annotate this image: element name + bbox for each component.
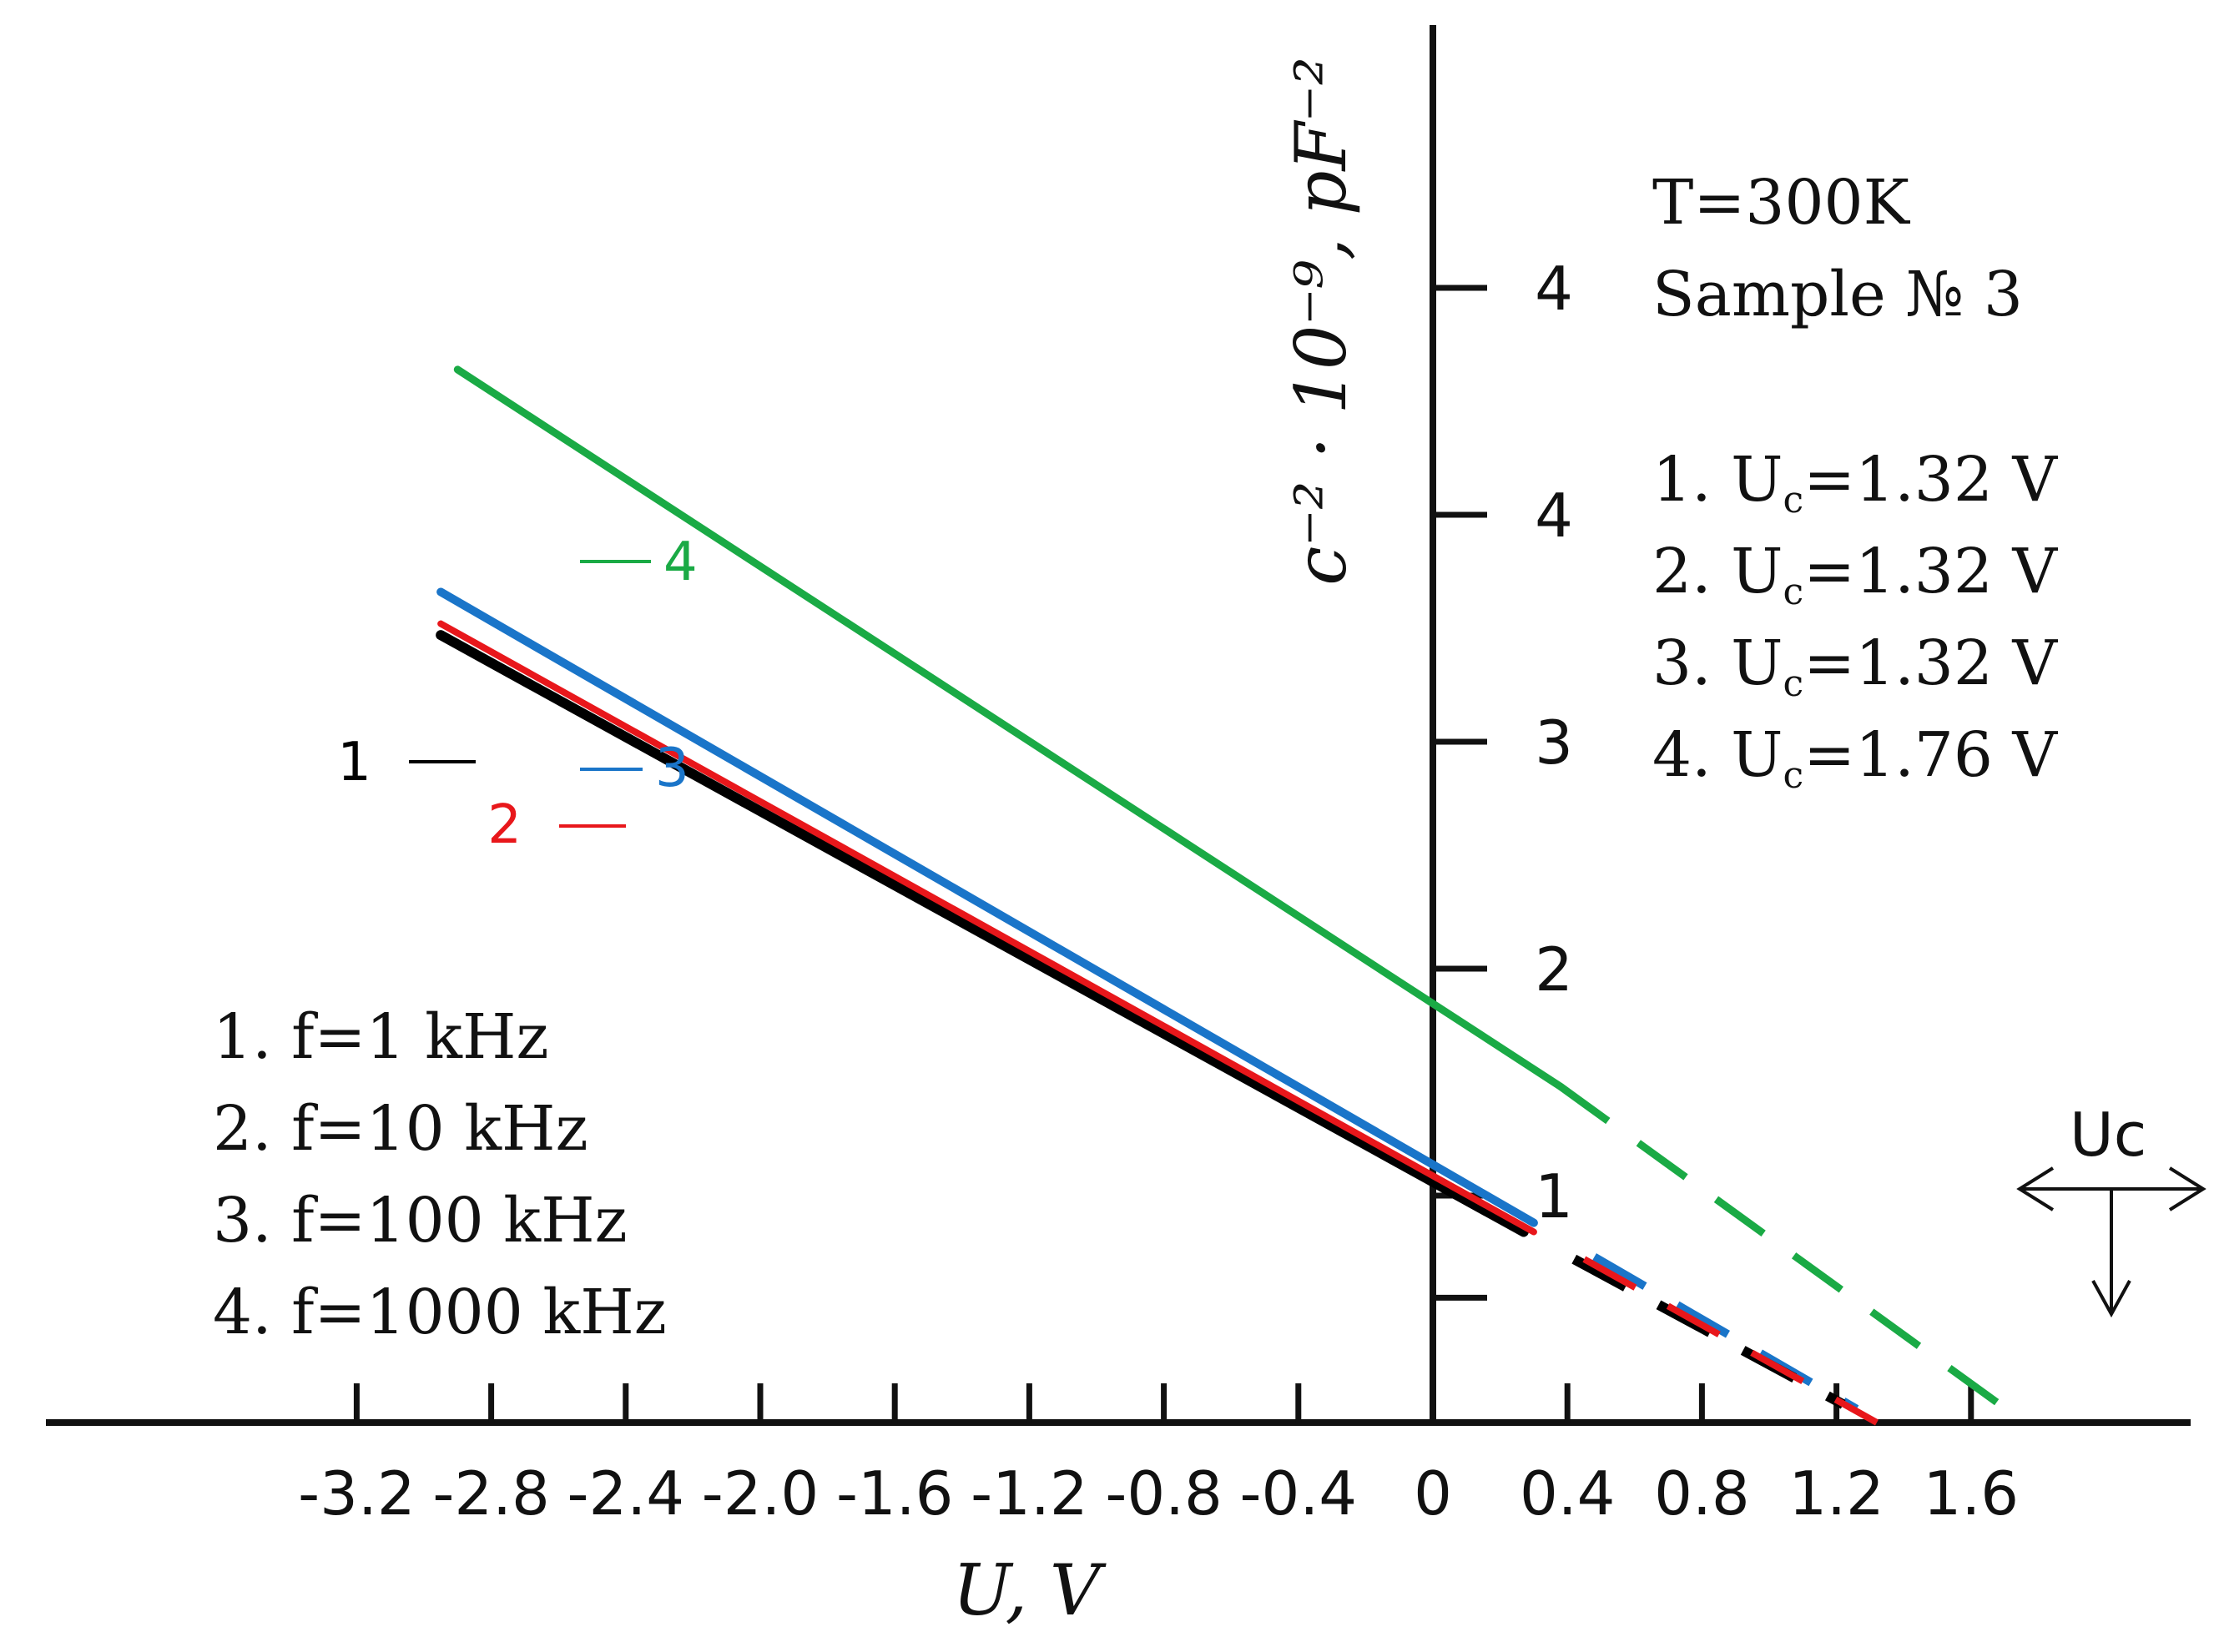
uc-left-arrowhead-icon — [2016, 1166, 2055, 1211]
series-1-line — [436, 630, 1529, 1237]
x-tick-label: 0.4 — [1520, 1458, 1616, 1529]
x-tick-label: 0 — [1414, 1458, 1452, 1529]
uc-line-3: 3. Uc=1.32 V — [1652, 627, 2058, 705]
temperature-note: T=300K — [1652, 167, 1911, 239]
y-axis-title: c⁻² · 10⁻⁹, pF⁻² — [1280, 57, 1362, 586]
x-axis-title: U, V — [952, 1549, 1106, 1631]
uc-line-2: 2. Uc=1.32 V — [1652, 536, 2058, 613]
x-tick-label: -2.8 — [432, 1458, 549, 1529]
uc-right-arrowhead-icon — [2168, 1166, 2206, 1211]
freq-line-3: 3. f=100 kHz — [213, 1185, 628, 1257]
sample-note: Sample № 3 — [1652, 259, 2023, 330]
series-4-line — [453, 365, 1565, 1090]
x-tick-label: 1.2 — [1788, 1458, 1884, 1529]
y-tick-label: 2 — [1535, 934, 1573, 1005]
series-3-line — [436, 587, 1538, 1227]
uc-legend: 1. Uc=1.32 V 2. Uc=1.32 V 3. Uc=1.32 V 4… — [1652, 444, 2058, 797]
x-tick-label: -3.2 — [298, 1458, 415, 1529]
uc-line-4: 4. Uc=1.76 V — [1652, 719, 2058, 797]
curve-1-label: 1 — [337, 732, 371, 793]
uc-marker: Uc — [2016, 1100, 2206, 1318]
uc-marker-label: Uc — [2070, 1100, 2146, 1170]
x-tick-label: -1.2 — [971, 1458, 1087, 1529]
curve-4-label: 4 — [663, 531, 698, 593]
frequency-legend: 1. f=1 kHz 2. f=10 kHz 3. f=100 kHz 4. f… — [213, 1001, 667, 1348]
x-tick-label: 0.8 — [1654, 1458, 1750, 1529]
y-tick-label: 1 — [1535, 1161, 1573, 1231]
x-tick-label: -0.4 — [1240, 1458, 1357, 1529]
y-tick-label: 4 — [1535, 481, 1573, 551]
x-tick-label: -1.6 — [836, 1458, 953, 1529]
series-3-extrapolation — [1591, 1253, 1859, 1413]
curve-2-label: 2 — [487, 794, 522, 856]
y-tick-label: 3 — [1535, 708, 1573, 778]
freq-line-2: 2. f=10 kHz — [213, 1093, 588, 1165]
series-2-line — [437, 620, 1537, 1236]
uc-down-arrowhead-icon — [2091, 1280, 2131, 1318]
x-tick-label: 1.6 — [1924, 1458, 2020, 1529]
uc-line-1: 1. Uc=1.32 V — [1652, 444, 2058, 521]
series-2-extrapolation — [1582, 1256, 1879, 1426]
x-tick-label: -2.0 — [702, 1458, 819, 1529]
freq-line-4: 4. f=1000 kHz — [213, 1277, 667, 1348]
curve-3-label: 3 — [655, 738, 689, 799]
freq-line-1: 1. f=1 kHz — [213, 1001, 548, 1073]
x-tick-label: -2.4 — [567, 1458, 684, 1529]
x-tick-label: -0.8 — [1105, 1458, 1222, 1529]
y-tick-label: 4 — [1535, 254, 1573, 324]
